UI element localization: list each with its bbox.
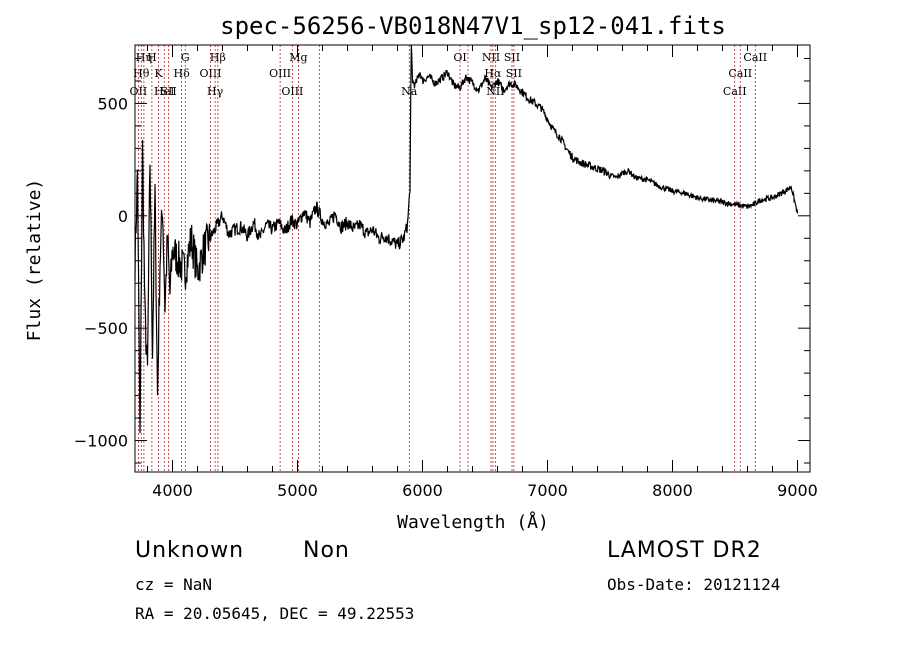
coordinates-label: RA = 20.05645, DEC = 49.22553 [135,604,415,623]
redshift-label: cz = NaN [135,575,213,594]
x-tick-label: 7000 [527,481,568,500]
x-tick-label: 6000 [402,481,443,500]
y-axis-label: Flux (relative) [24,179,45,342]
marker-label: SII [506,67,522,80]
marker-label: Mg [289,51,307,64]
marker-label: Hθ [133,67,150,80]
marker-label: NII [486,85,504,98]
marker-label: SII [504,51,520,64]
chart-title: spec-56256-VB018N47V1_sp12-041.fits [220,12,726,40]
marker-label: K [155,67,164,80]
obs-date-label: Obs-Date: 20121124 [607,575,781,594]
x-tick-label: 9000 [777,481,818,500]
survey-label: LAMOST DR2 [607,538,762,563]
x-tick-label: 5000 [277,481,318,500]
marker-label: HeI [154,85,174,98]
marker-label: H [147,51,157,64]
marker-label: Hη [136,51,152,64]
marker-label: OIII [199,67,221,80]
marker-label: OI [453,51,466,64]
y-tick-label: 0 [118,207,128,226]
marker-label: Hβ [210,51,226,64]
y-tick-label: −1000 [74,432,128,451]
x-tick-label: 8000 [652,481,693,500]
plot-frame [134,44,811,473]
marker-label: OII [130,85,148,98]
marker-label: Na [401,85,418,98]
x-axis-label: Wavelength (Å) [397,511,549,533]
marker-label: Hδ [174,67,191,80]
marker-label: CaII [728,67,752,80]
marker-label: CaII [723,85,747,98]
marker-label: CaII [743,51,767,64]
marker-label: SII [161,85,177,98]
emission-line-markers: OIIHθHηHKHeISIIHδGOIIIHγHβOIIIOIIIMgNaOI… [130,45,767,472]
x-tick-label: 4000 [152,481,193,500]
marker-label: NII [482,51,500,64]
marker-label: OIII [281,85,303,98]
marker-label: OIII [269,67,291,80]
y-tick-label: 500 [97,94,128,113]
marker-label: Hα [484,67,502,80]
spectrum-line [134,44,799,434]
subclass-label: Non [303,538,350,563]
class-label: Unknown [135,538,245,563]
marker-label: G [181,51,190,64]
y-tick-label: −500 [84,319,128,338]
marker-label: Hγ [207,85,224,98]
